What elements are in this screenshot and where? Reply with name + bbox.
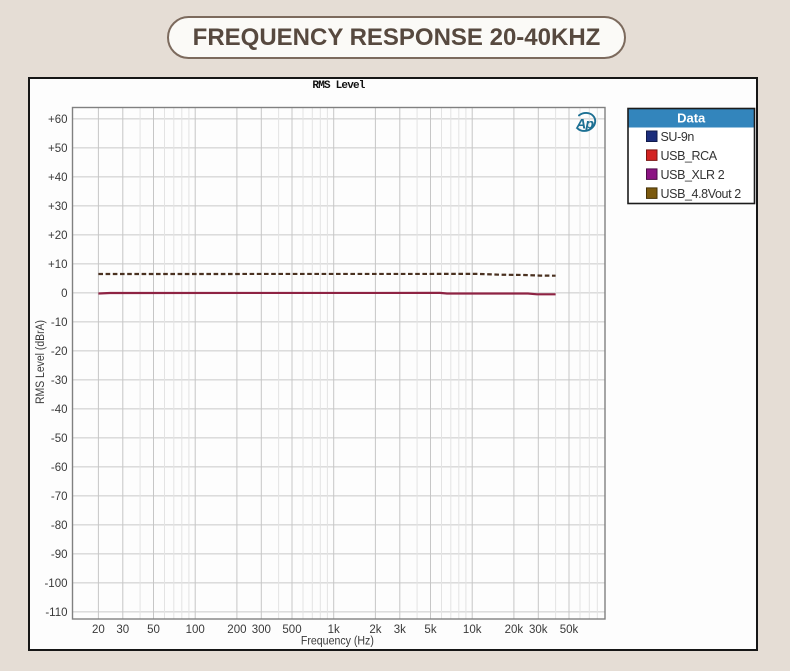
svg-text:-20: -20 [51,346,68,358]
svg-text:30: 30 [116,624,129,636]
svg-text:Frequency (Hz): Frequency (Hz) [301,636,374,648]
svg-text:+60: +60 [48,114,68,126]
svg-text:300: 300 [252,624,271,636]
svg-text:-60: -60 [51,462,68,474]
svg-text:+40: +40 [48,172,68,184]
svg-text:-80: -80 [51,520,68,532]
svg-text:-10: -10 [51,317,68,329]
svg-text:USB_XLR 2: USB_XLR 2 [661,168,725,182]
svg-text:20: 20 [92,624,105,636]
svg-text:+20: +20 [48,230,68,242]
svg-text:RMS Level (dBrA): RMS Level (dBrA) [35,320,47,404]
svg-text:+10: +10 [48,259,68,271]
svg-text:-50: -50 [51,433,68,445]
svg-text:Ap: Ap [575,117,594,133]
svg-text:10k: 10k [463,624,482,636]
svg-text:-30: -30 [51,375,68,387]
svg-text:3k: 3k [394,624,406,636]
svg-text:5k: 5k [424,624,436,636]
svg-text:USB_4.8Vout 2: USB_4.8Vout 2 [661,187,742,201]
svg-text:Data: Data [677,111,706,126]
svg-text:+30: +30 [48,201,68,213]
svg-text:1k: 1k [328,624,340,636]
svg-text:RMS Level: RMS Level [312,80,365,92]
svg-text:USB_RCA: USB_RCA [661,149,718,163]
svg-text:2k: 2k [369,624,381,636]
svg-text:50k: 50k [560,624,579,636]
svg-text:-90: -90 [51,549,68,561]
svg-text:100: 100 [186,624,205,636]
svg-text:200: 200 [227,624,246,636]
svg-text:-100: -100 [44,578,67,590]
svg-text:+50: +50 [48,143,68,155]
svg-text:-70: -70 [51,491,68,503]
svg-text:-110: -110 [45,607,67,619]
svg-text:0: 0 [61,288,67,300]
svg-text:30k: 30k [529,624,548,636]
svg-text:50: 50 [147,624,160,636]
svg-text:-40: -40 [51,404,68,416]
svg-text:500: 500 [282,624,301,636]
svg-text:20k: 20k [505,624,524,636]
svg-text:SU-9n: SU-9n [661,130,695,144]
